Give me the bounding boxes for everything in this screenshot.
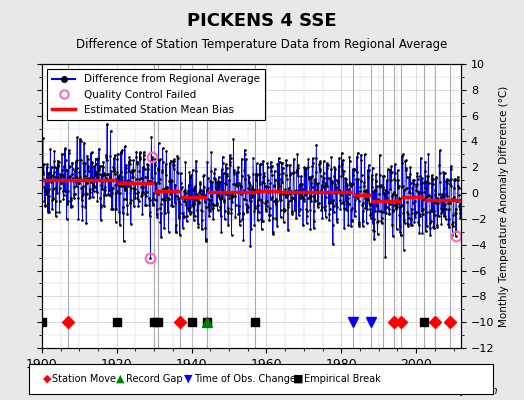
Text: ▲: ▲ (116, 374, 125, 384)
Text: Empirical Break: Empirical Break (304, 374, 380, 384)
Text: Time of Obs. Change: Time of Obs. Change (194, 374, 296, 384)
Text: Station Move: Station Move (52, 374, 116, 384)
Text: ◆: ◆ (43, 374, 51, 384)
Text: Record Gap: Record Gap (126, 374, 182, 384)
Text: ■: ■ (293, 374, 304, 384)
Y-axis label: Monthly Temperature Anomaly Difference (°C): Monthly Temperature Anomaly Difference (… (498, 85, 508, 327)
Text: Difference of Station Temperature Data from Regional Average: Difference of Station Temperature Data f… (77, 38, 447, 51)
Text: ▼: ▼ (184, 374, 193, 384)
Legend: Difference from Regional Average, Quality Control Failed, Estimated Station Mean: Difference from Regional Average, Qualit… (47, 69, 265, 120)
Text: PICKENS 4 SSE: PICKENS 4 SSE (187, 12, 337, 30)
Text: Berkeley Earth: Berkeley Earth (421, 386, 498, 396)
